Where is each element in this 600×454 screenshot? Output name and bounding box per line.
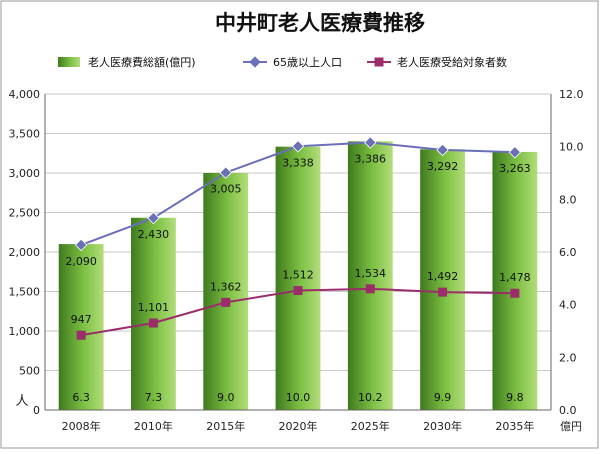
data-label: 1,512 [282, 269, 314, 282]
legend-label: 老人医療費総額(億円) [88, 55, 196, 69]
bar [203, 173, 249, 410]
legend-swatch [58, 57, 80, 67]
y-right-axis-label: 億円 [560, 420, 582, 433]
y-left-tick-label: 500 [19, 365, 40, 378]
data-label: 3,005 [210, 183, 242, 196]
x-tick-label: 2015年 [206, 419, 245, 433]
x-tick-label: 2030年 [423, 419, 462, 433]
legend-label: 65歳以上人口 [273, 56, 342, 69]
data-label: 3,263 [499, 162, 531, 175]
data-point [508, 146, 522, 159]
y-left-tick-label: 3,000 [9, 167, 41, 180]
data-point [219, 166, 232, 179]
data-point [436, 143, 449, 157]
y-right-tick-label: 6.0 [559, 246, 577, 259]
data-label: 3,338 [282, 156, 314, 169]
bar [58, 244, 104, 410]
data-label: 947 [71, 313, 92, 326]
y-left-axis-label: 人 [15, 394, 28, 409]
legend-marker [374, 57, 384, 67]
bar-value-label: 10.0 [286, 391, 311, 404]
data-point [291, 140, 305, 153]
plot-area: 0 500 1,000 1,500 2,000 2,500 3,000 3,500 4,000 0… [9, 88, 584, 433]
x-tick-label: 2008年 [62, 419, 101, 433]
data-label: 3,292 [427, 160, 459, 173]
data-point [221, 297, 231, 307]
y-left-tick-label: 2,500 [9, 207, 41, 220]
data-point [74, 238, 88, 252]
y-left-tick-label: 0 [33, 404, 40, 417]
bar [420, 149, 465, 411]
data-point [147, 211, 160, 225]
y-right-tick-label: 0.0 [559, 404, 577, 417]
data-point [364, 136, 377, 149]
data-label: 2,090 [65, 255, 97, 268]
bar-value-label: 9.9 [434, 391, 452, 404]
y-right-tick-label: 8.0 [559, 193, 577, 206]
y-left-tick-label: 3,500 [9, 128, 41, 141]
chart-title: 中井町老人医療費推移 [215, 11, 425, 35]
bar-value-label: 7.3 [145, 391, 163, 404]
data-point [76, 330, 86, 340]
y-left-tick-label: 1,000 [9, 325, 41, 338]
bar-value-label: 9.0 [217, 391, 235, 404]
bar-value-label: 6.3 [72, 391, 90, 404]
data-point [510, 288, 520, 298]
data-point [438, 287, 448, 297]
data-label: 1,478 [499, 271, 531, 284]
data-point [148, 318, 158, 328]
x-tick-label: 2035年 [495, 419, 534, 433]
data-label: 1,362 [210, 280, 242, 293]
y-right-tick-label: 10.0 [559, 141, 584, 154]
data-point [293, 286, 303, 296]
x-tick-label: 2025年 [351, 419, 390, 433]
y-right-tick-label: 4.0 [559, 299, 577, 312]
bar [347, 141, 393, 410]
y-left-tick-label: 1,500 [9, 286, 41, 299]
y-left-tick-label: 4,000 [9, 88, 41, 101]
bar-value-label: 10.2 [358, 391, 383, 404]
legend: 老人医療費総額(億円) 65歳以上人口 老人医療受給対象者数 [58, 55, 507, 69]
data-label: 1,534 [355, 267, 387, 280]
bar [492, 151, 538, 410]
y-left-tick-label: 2,000 [9, 246, 41, 259]
data-label: 2,430 [138, 228, 170, 241]
y-right-tick-label: 2.0 [559, 351, 577, 364]
bar [275, 146, 321, 410]
data-label: 3,386 [355, 153, 387, 166]
legend-label: 老人医療受給対象者数 [397, 55, 507, 69]
y-right-tick-label: 12.0 [559, 88, 584, 101]
x-tick-label: 2010年 [134, 419, 173, 433]
x-tick-label: 2020年 [279, 419, 318, 433]
data-label: 1,492 [427, 270, 459, 283]
data-label: 1,101 [138, 301, 170, 314]
data-point [365, 284, 375, 294]
bar-value-label: 9.8 [506, 391, 524, 404]
bar [131, 217, 176, 410]
